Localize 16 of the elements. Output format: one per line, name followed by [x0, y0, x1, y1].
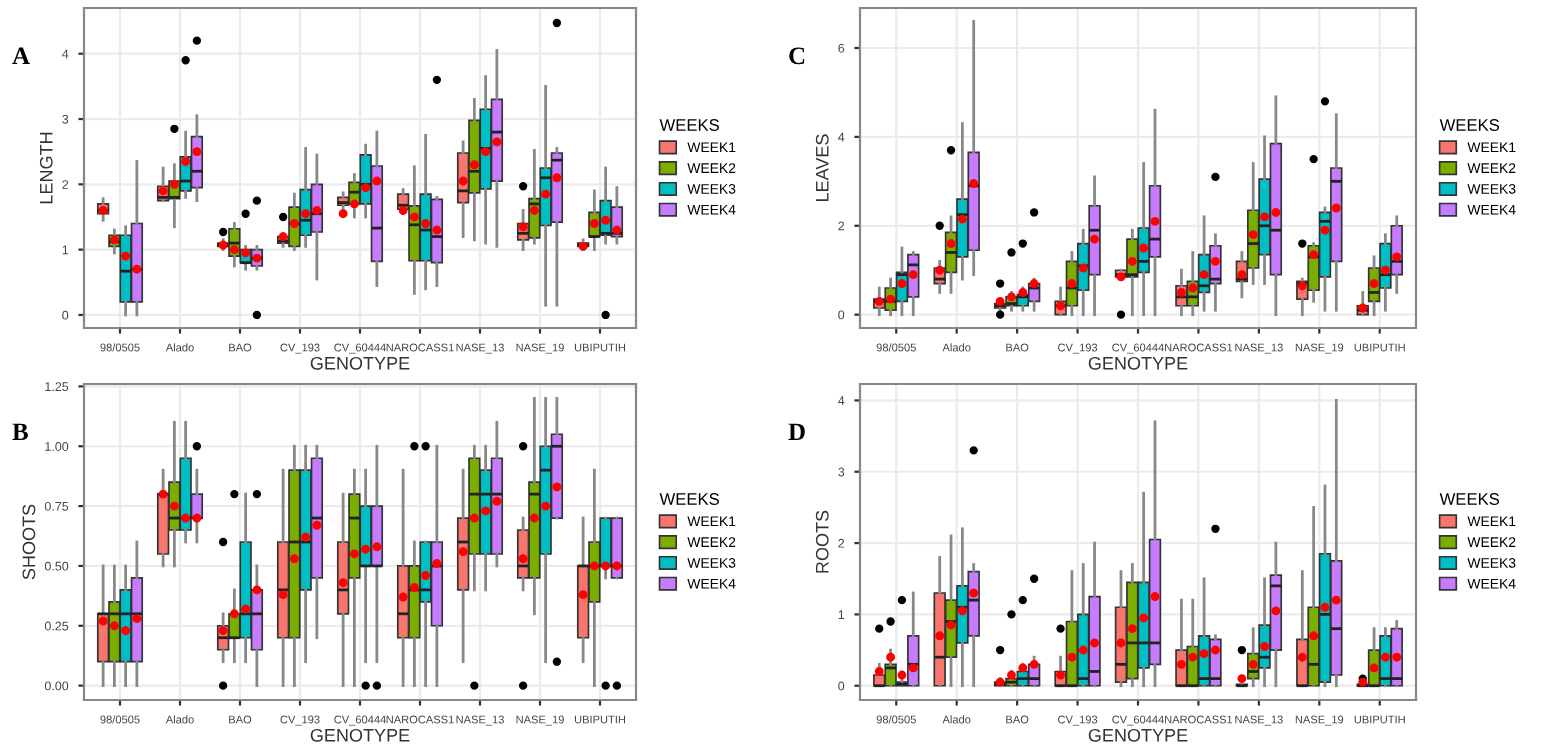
legend-title: WEEKS — [659, 119, 719, 131]
x-axis-title: GENOTYPE — [310, 356, 410, 370]
legend-title: WEEKS — [1439, 493, 1500, 505]
legend-title: WEEKS — [1439, 119, 1500, 131]
y-axis-title: ROOTS — [815, 510, 829, 573]
x-axis-title: GENOTYPE — [1088, 356, 1188, 370]
y-axis-title: LENGTH — [39, 132, 53, 204]
x-axis-title: GENOTYPE — [310, 728, 410, 742]
text: B — [12, 423, 28, 441]
y-axis-title: SHOOTS — [22, 504, 36, 580]
legend-title: WEEKS — [659, 493, 719, 505]
text: D — [788, 423, 805, 441]
x-axis-title: GENOTYPE — [1088, 728, 1188, 742]
text: C — [789, 47, 805, 65]
y-axis-title: LEAVES — [815, 134, 829, 201]
text: A — [12, 47, 30, 64]
